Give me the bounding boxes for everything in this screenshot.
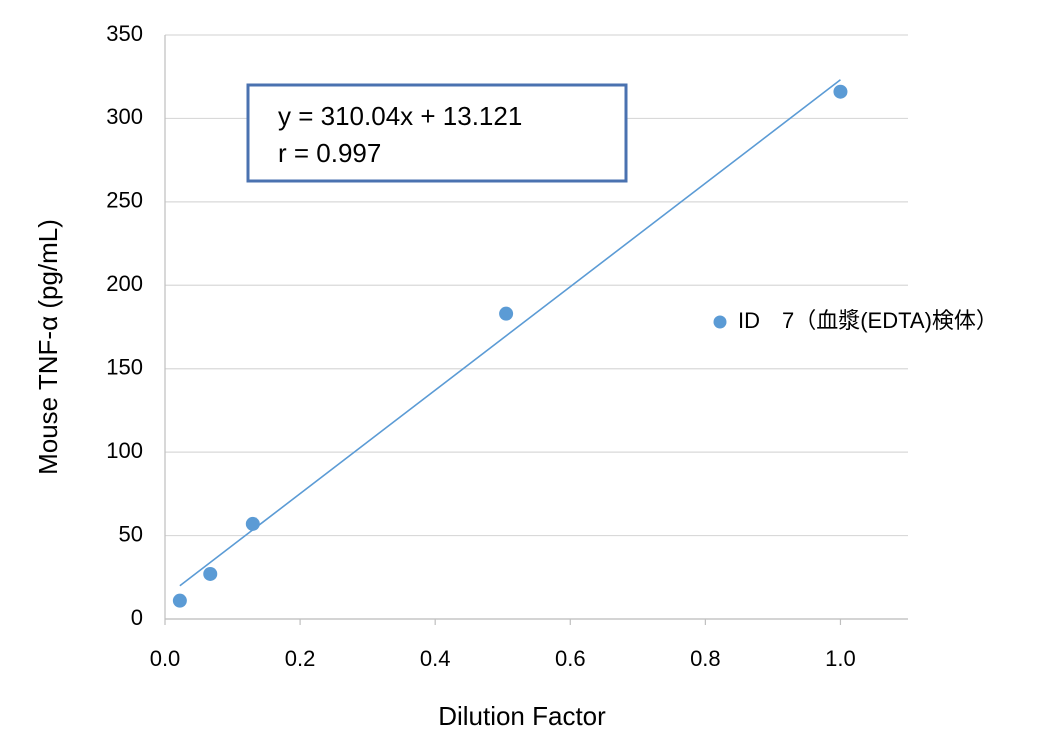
data-point bbox=[172, 593, 187, 608]
annotation-text: r = 0.997 bbox=[278, 138, 381, 168]
legend-label: ID 7（血漿(EDTA)検体） bbox=[738, 308, 998, 333]
y-axis-title: Mouse TNF-α (pg/mL) bbox=[33, 219, 63, 475]
y-tick-label: 350 bbox=[106, 21, 143, 46]
y-tick-label: 0 bbox=[131, 605, 143, 630]
y-tick-label: 300 bbox=[106, 104, 143, 129]
x-tick-label: 0.2 bbox=[285, 646, 316, 671]
data-point bbox=[203, 566, 218, 581]
trendline bbox=[179, 79, 841, 587]
x-tick-label: 0.6 bbox=[555, 646, 586, 671]
y-tick-label: 50 bbox=[119, 521, 143, 546]
y-tick-label: 100 bbox=[106, 438, 143, 463]
data-point bbox=[245, 516, 260, 531]
data-point bbox=[833, 84, 848, 99]
legend-marker bbox=[713, 315, 727, 329]
annotation-text: y = 310.04x + 13.121 bbox=[278, 101, 522, 131]
x-tick-label: 0.4 bbox=[420, 646, 451, 671]
data-point bbox=[499, 306, 514, 321]
y-tick-label: 200 bbox=[106, 271, 143, 296]
x-tick-label: 1.0 bbox=[825, 646, 856, 671]
y-tick-label: 250 bbox=[106, 188, 143, 213]
x-tick-label: 0.8 bbox=[690, 646, 721, 671]
annotation-box bbox=[246, 83, 628, 183]
y-tick-label: 150 bbox=[106, 355, 143, 380]
x-tick-label: 0.0 bbox=[150, 646, 181, 671]
x-axis-title: Dilution Factor bbox=[438, 701, 606, 731]
